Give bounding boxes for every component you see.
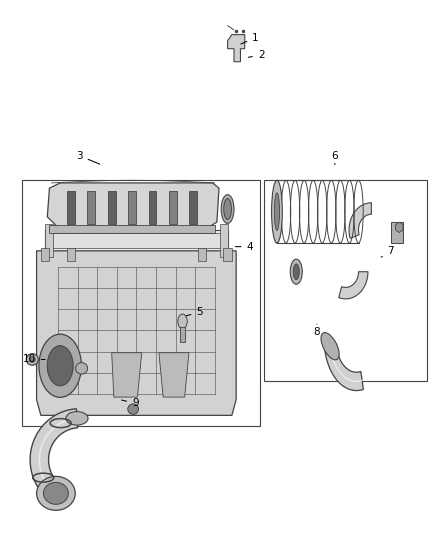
Ellipse shape: [293, 264, 299, 280]
Ellipse shape: [221, 195, 234, 223]
Polygon shape: [36, 251, 236, 415]
Polygon shape: [339, 272, 368, 299]
Ellipse shape: [178, 314, 187, 329]
Bar: [180, 327, 185, 342]
Text: 9: 9: [122, 398, 138, 408]
Text: 3: 3: [76, 151, 100, 164]
Bar: [41, 248, 49, 261]
Text: 10: 10: [23, 354, 45, 365]
Text: 7: 7: [381, 246, 394, 257]
Polygon shape: [112, 353, 142, 397]
Polygon shape: [159, 353, 189, 397]
Text: 4: 4: [235, 241, 253, 252]
Ellipse shape: [290, 259, 302, 284]
Bar: [148, 191, 156, 224]
Ellipse shape: [76, 362, 88, 374]
Text: 6: 6: [332, 151, 338, 165]
Bar: [67, 191, 75, 224]
Polygon shape: [49, 233, 223, 248]
Ellipse shape: [272, 180, 283, 243]
Polygon shape: [396, 222, 403, 232]
Bar: [108, 191, 116, 224]
Ellipse shape: [321, 333, 339, 360]
Ellipse shape: [128, 404, 138, 414]
Bar: [49, 225, 215, 232]
Bar: [45, 224, 53, 257]
Bar: [189, 191, 197, 224]
Ellipse shape: [47, 345, 73, 386]
Bar: [67, 248, 75, 261]
Ellipse shape: [66, 411, 88, 425]
Polygon shape: [47, 183, 219, 228]
Polygon shape: [228, 35, 245, 62]
Ellipse shape: [39, 334, 81, 397]
Ellipse shape: [224, 199, 231, 220]
Polygon shape: [45, 230, 228, 251]
Ellipse shape: [37, 477, 75, 510]
Bar: [198, 248, 206, 261]
Bar: [128, 191, 136, 224]
Text: 2: 2: [248, 50, 265, 60]
Bar: [220, 224, 228, 257]
Text: 1: 1: [241, 33, 259, 44]
Ellipse shape: [43, 482, 68, 504]
Ellipse shape: [29, 357, 35, 362]
Text: 5: 5: [186, 308, 203, 318]
Bar: [391, 222, 403, 243]
Text: 8: 8: [314, 324, 320, 337]
Ellipse shape: [274, 193, 279, 230]
Bar: [88, 191, 95, 224]
Polygon shape: [30, 409, 78, 501]
Ellipse shape: [26, 354, 38, 365]
Bar: [223, 248, 232, 261]
Polygon shape: [349, 203, 371, 238]
Bar: [169, 191, 177, 224]
Polygon shape: [325, 345, 364, 391]
